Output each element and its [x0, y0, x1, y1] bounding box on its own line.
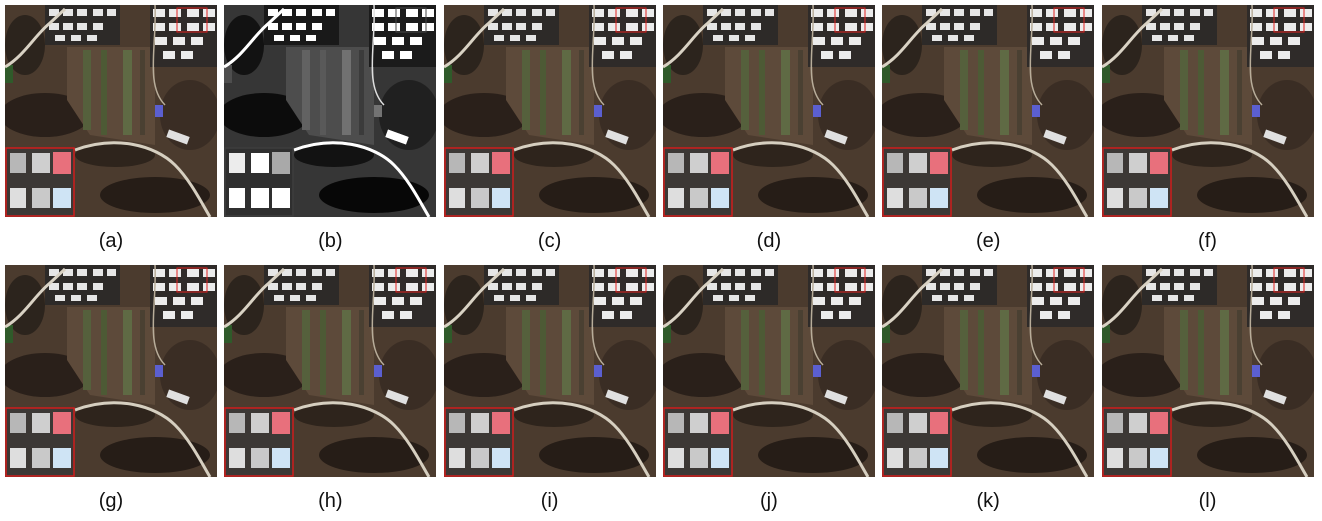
panel-caption: (a): [5, 229, 217, 253]
panel: (d): [663, 5, 875, 253]
satellite-image: [663, 265, 875, 477]
satellite-image: [5, 5, 217, 217]
satellite-image: [1102, 5, 1314, 217]
satellite-image: [882, 265, 1094, 477]
panel-caption: (f): [1102, 229, 1314, 253]
panel: (a): [5, 5, 217, 253]
panel: (k): [882, 265, 1094, 513]
image-content: [444, 265, 656, 477]
panel-caption: (g): [5, 489, 217, 513]
panel: (h): [224, 265, 436, 513]
panel-caption: (b): [224, 229, 436, 253]
panel: (e): [882, 5, 1094, 253]
figure-grid: (a) (b) (c) (d) (e) (f) (g) (h) (i) (j) (k) (l): [0, 0, 1322, 521]
image-content: [5, 5, 217, 217]
panel-caption: (k): [882, 489, 1094, 513]
satellite-image: [444, 265, 656, 477]
panel: (g): [5, 265, 217, 513]
panel: (b): [224, 5, 436, 253]
satellite-image: [224, 5, 436, 217]
panel-caption: (e): [882, 229, 1094, 253]
page: (a)(b)(c)(d)(e)(f)(g)(h)(i)(j)(k)(l) (()…: [0, 0, 1322, 521]
image-content: [1102, 5, 1314, 217]
panel-caption: (j): [663, 489, 875, 513]
image-content: [882, 265, 1094, 477]
satellite-image: [5, 265, 217, 477]
satellite-image: [882, 5, 1094, 217]
image-content: [444, 5, 656, 217]
panel-caption: (l): [1102, 489, 1314, 513]
panel: (c): [444, 5, 656, 253]
satellite-image: [224, 265, 436, 477]
panel: (j): [663, 265, 875, 513]
panel-caption: (c): [444, 229, 656, 253]
image-content: [224, 5, 436, 217]
image-content: [882, 5, 1094, 217]
image-content: [1102, 265, 1314, 477]
image-content: [663, 265, 875, 477]
panel: (i): [444, 265, 656, 513]
satellite-image: [444, 5, 656, 217]
image-content: [663, 5, 875, 217]
panel-caption: (d): [663, 229, 875, 253]
panel: (l): [1102, 265, 1314, 513]
image-content: [224, 265, 436, 477]
image-content: [5, 265, 217, 477]
panel-caption: (h): [224, 489, 436, 513]
satellite-image: [663, 5, 875, 217]
panel: (f): [1102, 5, 1314, 253]
satellite-image: [1102, 265, 1314, 477]
panel-caption: (i): [444, 489, 656, 513]
